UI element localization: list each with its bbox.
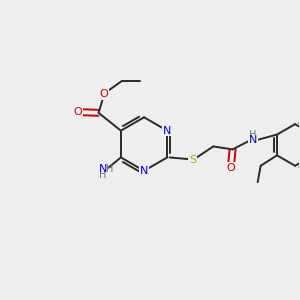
Text: O: O: [227, 163, 236, 173]
Text: H: H: [249, 130, 256, 140]
Text: N: N: [99, 164, 107, 174]
Text: N: N: [140, 166, 148, 176]
Text: N: N: [249, 136, 257, 146]
Text: H: H: [106, 164, 114, 174]
Text: S: S: [189, 155, 196, 165]
Text: O: O: [100, 89, 108, 99]
Text: O: O: [74, 107, 82, 117]
Text: N: N: [163, 126, 171, 136]
Text: H: H: [99, 170, 107, 180]
